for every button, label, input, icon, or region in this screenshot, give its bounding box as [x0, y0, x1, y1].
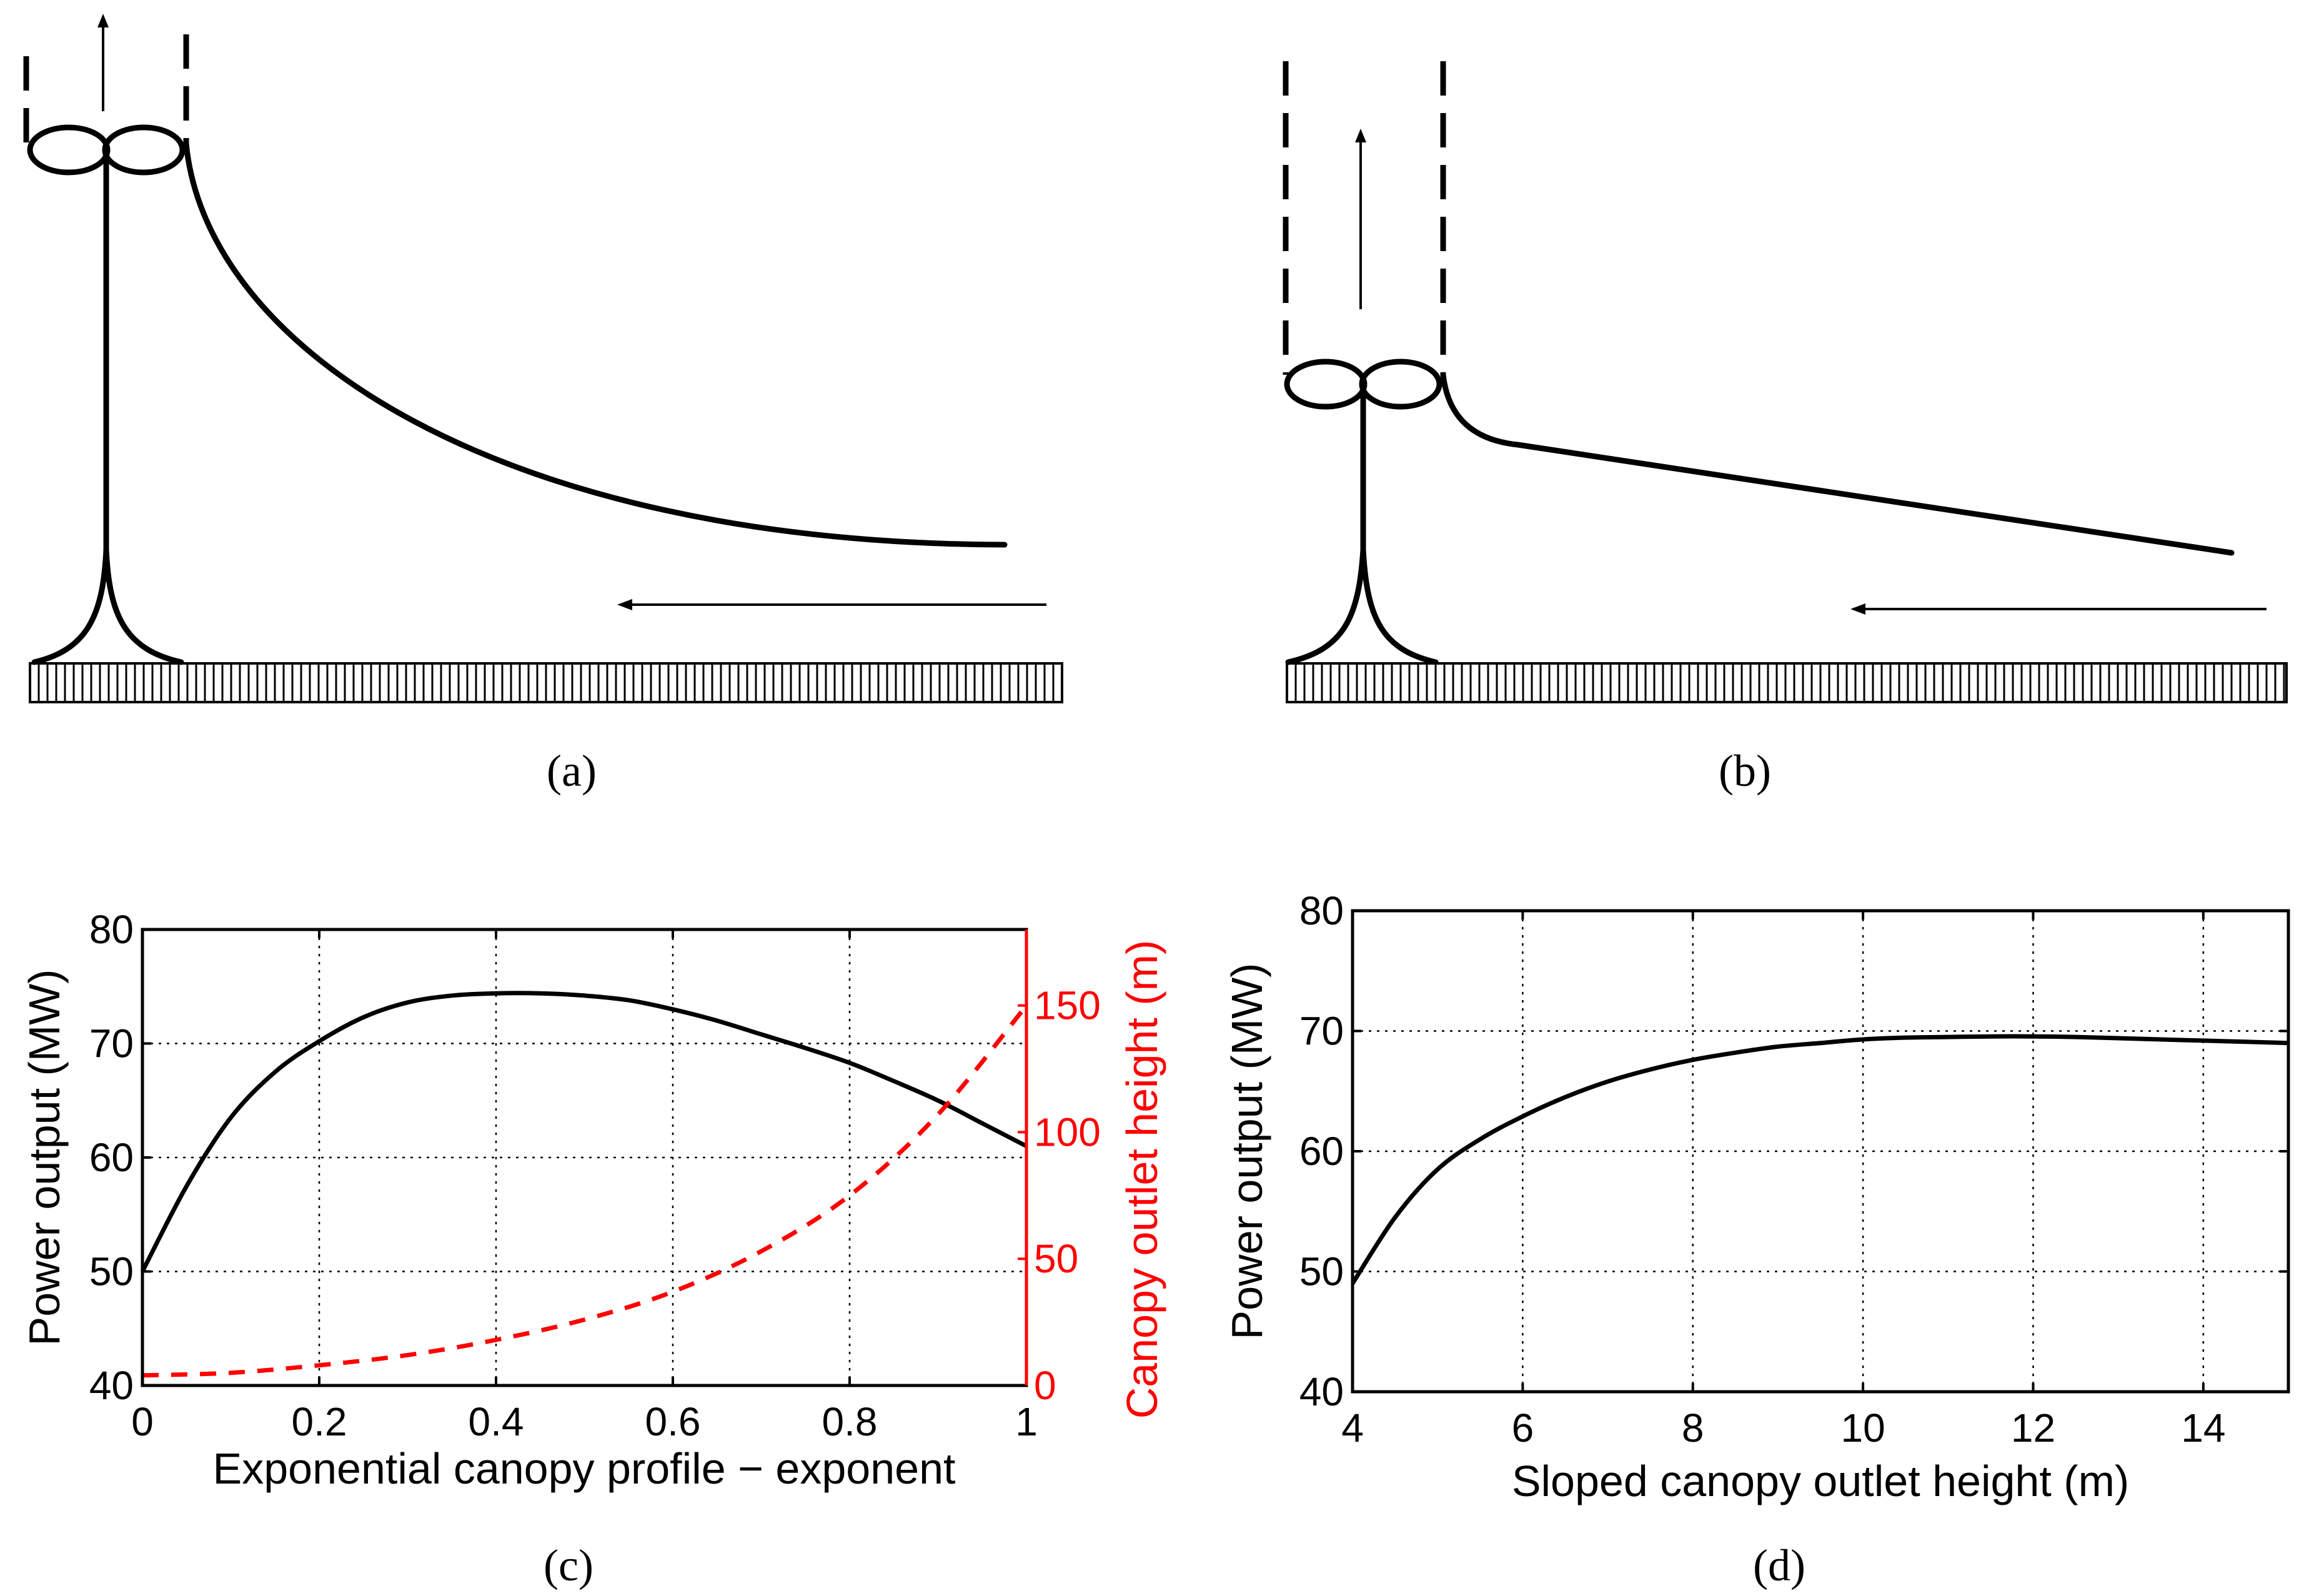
- schematic-a: [23, 14, 1063, 703]
- turbine-left-a: [27, 124, 111, 176]
- y2-tick-label: 100: [1034, 1109, 1101, 1154]
- ground-hatch-b: [1286, 662, 2288, 703]
- grid-d: [1353, 911, 2288, 1392]
- ticks-c: [141, 928, 1028, 1387]
- caption-d: (d): [1753, 1540, 1805, 1590]
- y-tick-label: 70: [89, 1021, 134, 1066]
- canopy-sloped-b: [1440, 372, 2235, 556]
- y-tick-label: 50: [1299, 1249, 1344, 1294]
- tower-base-a: [31, 547, 184, 665]
- x-axis-label-d: Sloped canopy outlet height (m): [1512, 1457, 2129, 1505]
- series-power-output-c: [140, 991, 1028, 1273]
- y-tick-label: 80: [89, 907, 134, 952]
- y-tick-labels-d: 40 50 60 70 80: [1299, 888, 1344, 1414]
- chart-d: 4 6 8 10 12 14 40 50 60 70 80 Sloped canopy outle…: [1223, 888, 2290, 1505]
- caption-a: (a): [547, 746, 597, 796]
- x-tick-label: 8: [1682, 1405, 1704, 1450]
- axes-frame-d: [1351, 909, 2290, 1394]
- y2-tick-label: 0: [1034, 1363, 1056, 1408]
- chart-c: 0 0.2 0.4 0.6 0.8 1 40 50 60 70 80 0 50 100 150 Expo…: [20, 907, 1166, 1493]
- inflow-arrowhead-b: [1850, 603, 1865, 615]
- y-tick-label: 40: [1299, 1369, 1344, 1414]
- y2-tick-label: 150: [1034, 983, 1101, 1028]
- x-tick-label: 14: [2181, 1405, 2225, 1450]
- caption-b: (b): [1719, 746, 1771, 796]
- ground-hatch-lines-b: [1294, 663, 2285, 702]
- x-tick-label: 1: [1015, 1399, 1038, 1444]
- inflow-arrowhead-a: [617, 599, 632, 610]
- tower-base-b: [1285, 547, 1439, 665]
- y-tick-label: 40: [89, 1363, 134, 1408]
- turbine-right-b: [1359, 359, 1442, 410]
- x-tick-label: 6: [1512, 1405, 1534, 1450]
- axes-frame-c: [141, 928, 1028, 1387]
- y-tick-label: 60: [1299, 1129, 1344, 1174]
- x-tick-label: 4: [1341, 1405, 1364, 1450]
- schematic-b: [1283, 61, 2288, 703]
- series-power-output-d: [1351, 1034, 2289, 1285]
- x-tick-label: 10: [1840, 1405, 1885, 1450]
- canopy-exponential-a: [183, 141, 1008, 548]
- y2-axis-label-c: Canopy outlet height (m): [1118, 940, 1166, 1419]
- x-tick-labels-d: 4 6 8 10 12 14: [1341, 1405, 2225, 1450]
- x-tick-label: 0.4: [469, 1399, 524, 1444]
- turbine-right-a: [102, 124, 186, 176]
- grid-c: [142, 929, 1026, 1385]
- y-axis-label-c: Power output (MW): [20, 969, 69, 1346]
- turbine-left-b: [1284, 359, 1368, 410]
- y2-tick-labels-c: 0 50 100 150: [1034, 983, 1101, 1408]
- y-tick-label: 70: [1299, 1009, 1344, 1054]
- caption-c: (c): [544, 1540, 593, 1590]
- x-tick-label: 0.2: [292, 1399, 347, 1444]
- y-tick-labels-c: 40 50 60 70 80: [89, 907, 134, 1408]
- y-axis-label-d: Power output (MW): [1223, 963, 1271, 1340]
- y-tick-label: 50: [89, 1249, 134, 1294]
- x-tick-label: 0.8: [822, 1399, 878, 1444]
- x-tick-label: 0: [131, 1399, 154, 1444]
- ground-hatch-lines-a: [37, 663, 1055, 702]
- updraft-arrowhead-a: [97, 14, 109, 27]
- y-tick-label: 80: [1299, 888, 1344, 933]
- y-tick-label: 60: [89, 1135, 134, 1180]
- x-tick-label: 0.6: [645, 1399, 701, 1444]
- y2-tick-label: 50: [1034, 1236, 1078, 1281]
- x-tick-label: 12: [2011, 1405, 2055, 1450]
- x-axis-label-c: Exponential canopy profile − exponent: [213, 1444, 956, 1493]
- x-tick-labels-c: 0 0.2 0.4 0.6 0.8 1: [131, 1399, 1038, 1444]
- updraft-arrowhead-b: [1355, 129, 1366, 142]
- series-canopy-outlet-height-c: [142, 1004, 1028, 1378]
